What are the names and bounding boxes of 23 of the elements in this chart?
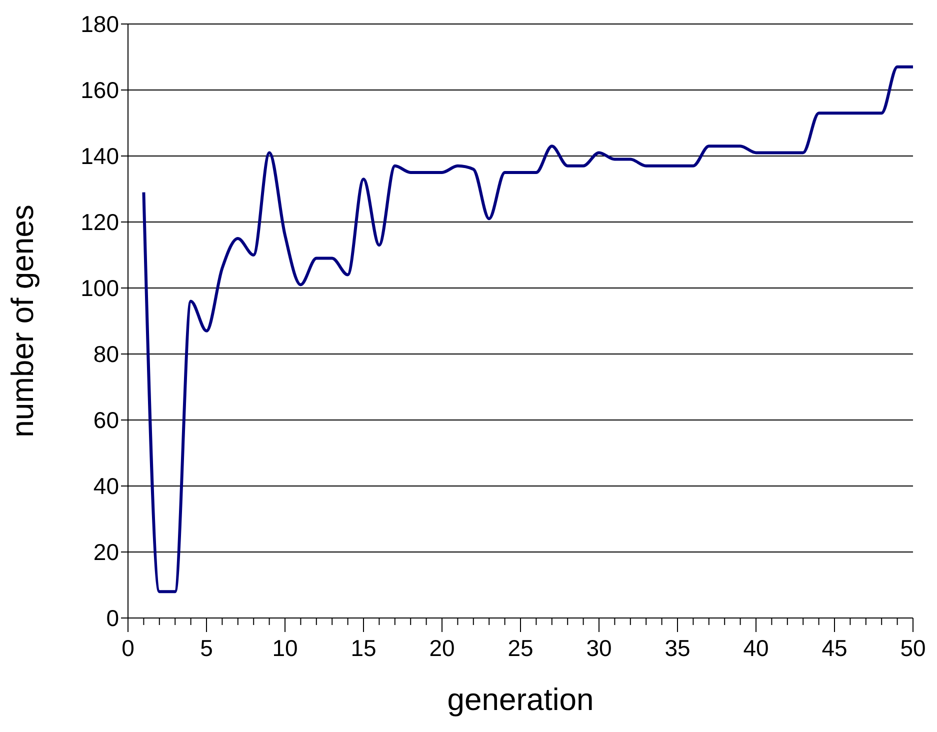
y-tick-label: 160	[80, 77, 119, 104]
y-tick-label: 120	[80, 209, 119, 236]
y-tick-label: 40	[93, 473, 119, 500]
line-series	[142, 65, 913, 594]
x-tick-label: 10	[272, 635, 298, 661]
y-tick-label: 180	[80, 11, 119, 38]
x-tick-label: 50	[900, 635, 926, 661]
y-tick-label: 100	[80, 275, 119, 302]
y-tick-label: 20	[93, 539, 119, 566]
x-tick-label: 35	[664, 635, 690, 661]
x-tick-label: 40	[743, 635, 769, 661]
y-axis-title: number of genes	[5, 204, 40, 438]
x-tick-label: 20	[429, 635, 455, 661]
x-tick-label: 30	[586, 635, 612, 661]
y-tick-label: 80	[93, 341, 119, 368]
x-tick-label: 45	[822, 635, 848, 661]
x-axis-title: generation	[447, 682, 594, 717]
x-tick-label: 5	[200, 635, 213, 661]
y-tick-label: 60	[93, 407, 119, 434]
x-tick-label: 15	[350, 635, 376, 661]
y-tick-label: 140	[80, 143, 119, 170]
y-tick-label: 0	[106, 605, 119, 632]
x-tick-label: 25	[508, 635, 534, 661]
